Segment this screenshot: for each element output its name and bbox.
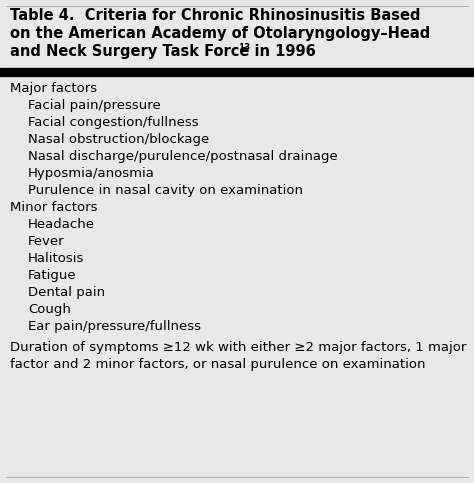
Text: 13: 13 xyxy=(238,43,250,52)
Text: Nasal discharge/purulence/postnasal drainage: Nasal discharge/purulence/postnasal drai… xyxy=(28,150,338,163)
Text: Fatigue: Fatigue xyxy=(28,269,77,282)
Text: Table 4.  Criteria for Chronic Rhinosinusitis Based: Table 4. Criteria for Chronic Rhinosinus… xyxy=(10,8,420,23)
Text: Duration of symptoms ≥12 wk with either ≥2 major factors, 1 major: Duration of symptoms ≥12 wk with either … xyxy=(10,341,466,354)
Text: Nasal obstruction/blockage: Nasal obstruction/blockage xyxy=(28,133,209,146)
Text: Minor factors: Minor factors xyxy=(10,201,98,214)
Text: Ear pain/pressure/fullness: Ear pain/pressure/fullness xyxy=(28,320,201,333)
Text: Major factors: Major factors xyxy=(10,82,97,95)
Text: and Neck Surgery Task Force in 1996: and Neck Surgery Task Force in 1996 xyxy=(10,44,316,59)
Text: factor and 2 minor factors, or nasal purulence on examination: factor and 2 minor factors, or nasal pur… xyxy=(10,358,426,371)
Text: Purulence in nasal cavity on examination: Purulence in nasal cavity on examination xyxy=(28,184,303,197)
Text: Fever: Fever xyxy=(28,235,64,248)
Text: Hyposmia/anosmia: Hyposmia/anosmia xyxy=(28,167,155,180)
Text: Facial pain/pressure: Facial pain/pressure xyxy=(28,99,161,112)
Text: Cough: Cough xyxy=(28,303,71,316)
Text: Headache: Headache xyxy=(28,218,95,231)
Text: Dental pain: Dental pain xyxy=(28,286,105,299)
Text: Facial congestion/fullness: Facial congestion/fullness xyxy=(28,116,199,129)
Text: Halitosis: Halitosis xyxy=(28,252,84,265)
Text: on the American Academy of Otolaryngology–Head: on the American Academy of Otolaryngolog… xyxy=(10,26,430,41)
